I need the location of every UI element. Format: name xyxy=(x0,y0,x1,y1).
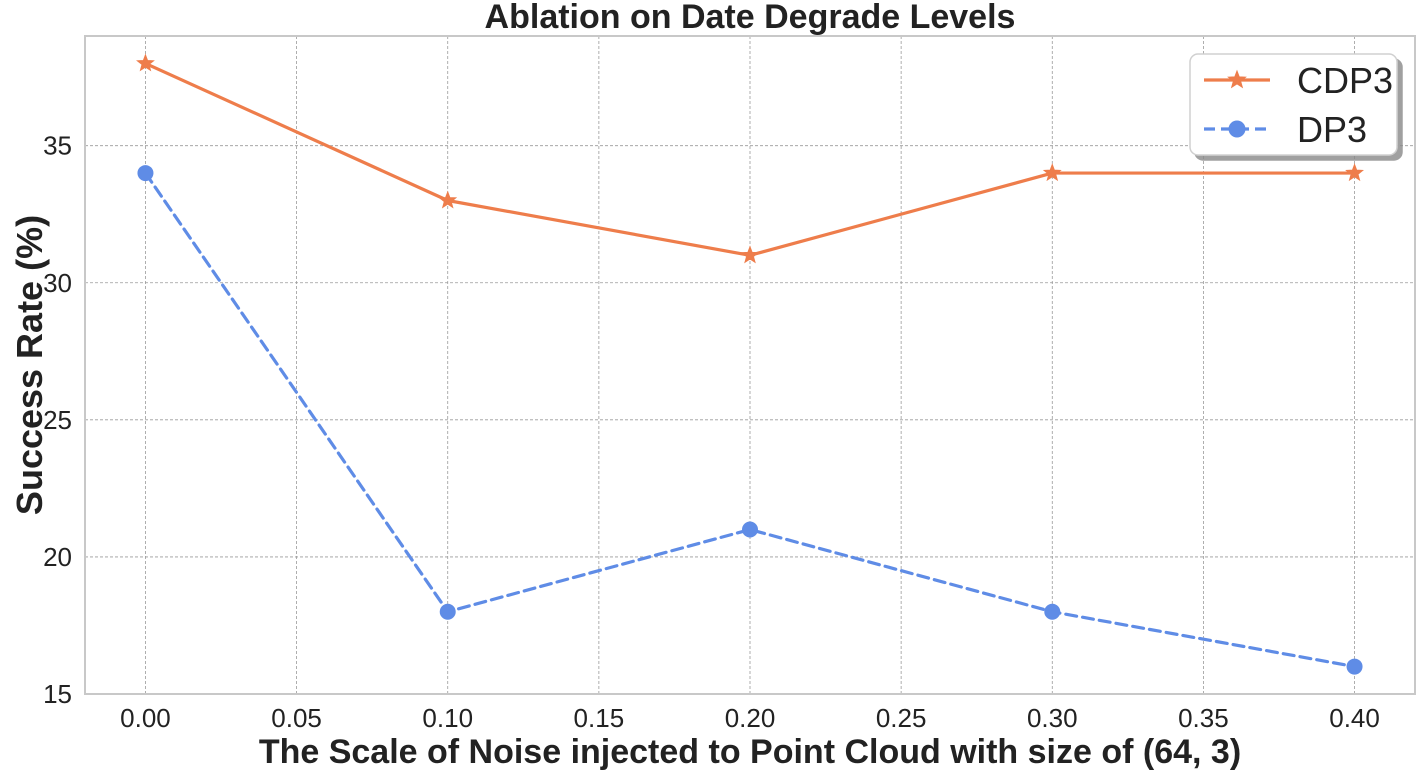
data-point-dp3 xyxy=(439,603,456,620)
y-tick-label: 35 xyxy=(43,131,72,161)
y-tick-label: 25 xyxy=(43,405,72,435)
data-point-dp3 xyxy=(1044,603,1061,620)
x-tick-label: 0.10 xyxy=(422,703,473,733)
x-tick-label: 0.05 xyxy=(271,703,322,733)
x-tick-labels: 0.00 0.05 0.10 0.15 0.20 0.25 0.30 0.35 0.40 xyxy=(120,703,1380,733)
y-tick-labels: 15 20 25 30 35 xyxy=(43,131,72,709)
x-tick-label: 0.25 xyxy=(876,703,927,733)
legend: CDP3 DP3 xyxy=(1189,53,1398,156)
series-cdp3 xyxy=(136,53,1364,264)
x-tick-label: 0.15 xyxy=(574,703,625,733)
chart-title: Ablation on Date Degrade Levels xyxy=(485,0,1016,36)
data-point-cdp3 xyxy=(136,53,155,72)
data-point-cdp3 xyxy=(1042,163,1062,182)
y-axis-title: Success Rate (%) xyxy=(9,215,50,515)
data-point-dp3 xyxy=(742,521,758,538)
data-point-dp3 xyxy=(137,165,154,182)
x-tick-label: 0.30 xyxy=(1027,703,1078,733)
data-point-cdp3 xyxy=(740,245,760,264)
x-tick-label: 0.40 xyxy=(1329,703,1380,733)
y-tick-label: 20 xyxy=(43,542,72,572)
legend-marker-dp3 xyxy=(1228,120,1246,138)
x-tick-label: 0.35 xyxy=(1178,703,1229,733)
data-point-dp3 xyxy=(1346,658,1363,675)
legend-marker-cdp3 xyxy=(1227,69,1247,89)
plot-frame xyxy=(84,35,1416,695)
series-dp3 xyxy=(137,165,1363,675)
y-tick-label: 15 xyxy=(43,679,72,709)
x-tick-label: 0.00 xyxy=(120,703,171,733)
y-tick-label: 30 xyxy=(43,268,72,298)
legend-item-dp3: DP3 xyxy=(1204,109,1367,150)
legend-label-cdp3: CDP3 xyxy=(1297,60,1393,101)
series-line-dp3 xyxy=(143,171,1357,669)
legend-items: CDP3 DP3 xyxy=(1204,60,1393,150)
data-point-cdp3 xyxy=(1345,163,1364,182)
data-point-cdp3 xyxy=(438,190,458,209)
x-axis-title: The Scale of Noise injected to Point Clo… xyxy=(259,733,1241,771)
legend-label-dp3: DP3 xyxy=(1297,109,1367,150)
x-tick-label: 0.20 xyxy=(725,703,776,733)
series-lines xyxy=(136,53,1364,675)
legend-item-cdp3: CDP3 xyxy=(1204,60,1393,101)
